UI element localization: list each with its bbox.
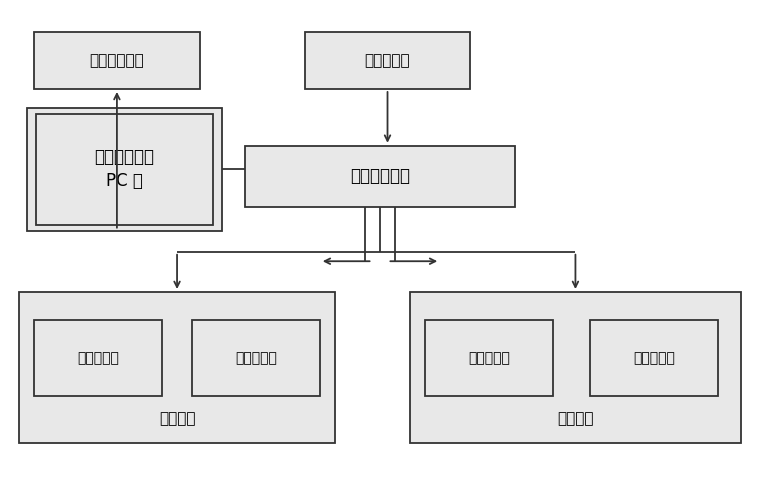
Bar <box>425 320 553 396</box>
Text: 弯曲传感器: 弯曲传感器 <box>235 351 277 365</box>
Text: 脉动传感器: 脉动传感器 <box>365 53 410 68</box>
Bar <box>34 33 200 89</box>
Bar <box>410 292 741 443</box>
Bar <box>36 114 213 225</box>
Bar <box>192 320 320 396</box>
Bar <box>34 320 162 396</box>
Text: 弯曲控制器: 弯曲控制器 <box>468 351 510 365</box>
Bar <box>305 33 470 89</box>
Bar <box>245 145 515 207</box>
Text: 模拟处理电路: 模拟处理电路 <box>350 168 410 185</box>
Bar <box>591 320 718 396</box>
Text: 弯曲结构: 弯曲结构 <box>557 411 594 426</box>
Text: 扭转控制器: 扭转控制器 <box>78 351 119 365</box>
Text: 扭转结构: 扭转结构 <box>159 411 195 426</box>
Text: 脉冲电疗模块
PC 机: 脉冲电疗模块 PC 机 <box>94 148 154 190</box>
Text: 电疗输出贴片: 电疗输出贴片 <box>90 53 144 68</box>
Bar <box>19 292 335 443</box>
Bar <box>27 108 222 230</box>
Text: 弯曲传感器: 弯曲传感器 <box>633 351 676 365</box>
